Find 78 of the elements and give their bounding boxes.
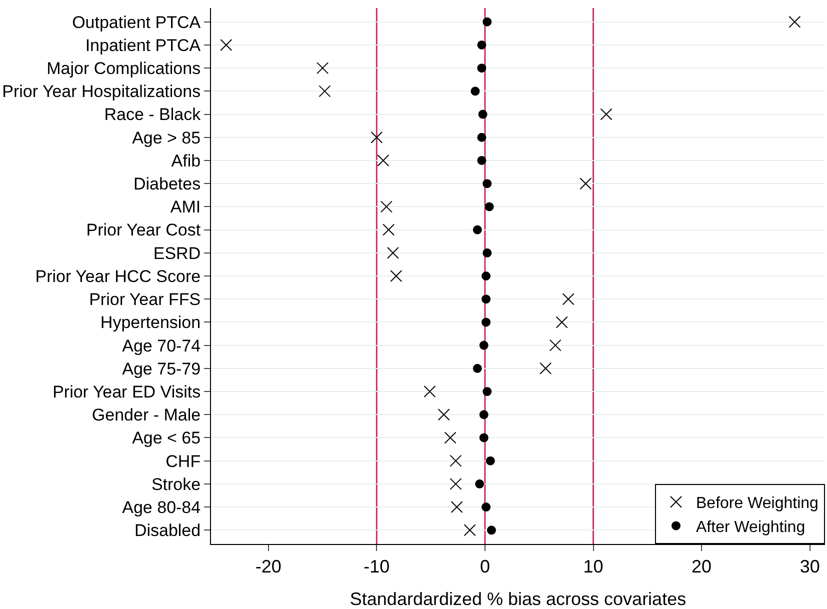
point: [482, 294, 491, 304]
point: [482, 387, 492, 396]
point: [482, 318, 491, 327]
point: [424, 386, 436, 398]
point: [444, 432, 456, 444]
y-tick-label: CHF: [166, 452, 201, 471]
y-tick-label: Major Complications: [46, 59, 201, 78]
x-axis-title: Standardardized % bias across covariates: [350, 589, 686, 609]
point: [482, 17, 492, 26]
legend-label: After Weighting: [696, 518, 806, 536]
y-tick-label: Age 80-84: [122, 498, 201, 517]
y-tick-label: Prior Year FFS: [89, 290, 201, 310]
y-tick-label: Age 70-74: [122, 336, 201, 356]
point: [438, 408, 450, 421]
x-tick-label: 30: [800, 556, 820, 577]
x-tick-label: 10: [583, 556, 604, 577]
y-tick-label: Stroke: [151, 474, 201, 494]
point: [540, 362, 552, 374]
point: [486, 456, 495, 466]
point: [788, 16, 801, 28]
y-tick-label: Age 75-79: [122, 359, 201, 378]
point: [482, 272, 491, 280]
point: [482, 502, 491, 512]
point: [549, 339, 562, 352]
point: [580, 178, 592, 190]
point: [477, 40, 486, 50]
point: [370, 131, 383, 144]
point: [382, 224, 395, 236]
y-tick-label: Age > 85: [132, 128, 201, 148]
point: [450, 478, 462, 490]
point: [472, 364, 482, 373]
point: [390, 270, 402, 282]
y-tick-label: Disabled: [134, 521, 201, 540]
y-tick-label: Diabetes: [133, 174, 201, 194]
y-tick-label: Prior Year Cost: [86, 220, 201, 240]
point: [318, 85, 331, 98]
y-tick-label: Afib: [171, 151, 201, 170]
point: [600, 108, 612, 120]
x-tick-label: -20: [255, 556, 282, 577]
point: [477, 64, 486, 73]
y-tick-label: ESRD: [153, 244, 201, 263]
y-tick-label: Prior Year Hospitalizations: [2, 82, 201, 102]
point: [477, 156, 486, 165]
y-tick-label: AMI: [170, 198, 201, 217]
point: [377, 154, 390, 166]
legend-label: Before Weighting: [696, 495, 818, 512]
y-tick-label: Race - Black: [104, 105, 202, 124]
y-tick-label: Inpatient PTCA: [85, 36, 202, 55]
y-tick-label: Prior Year HCC Score: [35, 266, 201, 286]
y-tick-label: Gender - Male: [92, 406, 201, 425]
point: [486, 526, 496, 535]
point: [316, 62, 329, 74]
point: [464, 524, 476, 536]
point: [482, 248, 492, 258]
point: [479, 433, 488, 442]
point: [479, 340, 488, 350]
y-tick-label: Hypertension: [100, 313, 201, 332]
point: [482, 179, 492, 188]
x-tick-label: 0: [480, 556, 490, 577]
y-tick-label: Outpatient PTCA: [72, 12, 202, 32]
x-tick-label: 20: [692, 556, 712, 577]
point: [475, 479, 484, 488]
point: [386, 246, 399, 259]
point: [220, 38, 232, 51]
point: [562, 293, 574, 306]
point: [479, 410, 488, 420]
point: [450, 454, 462, 467]
point: [472, 225, 482, 234]
point: [477, 132, 486, 142]
point: [380, 200, 392, 213]
point: [470, 86, 480, 96]
y-tick-label: Age < 65: [132, 428, 201, 448]
y-tick-label: Prior Year ED Visits: [52, 382, 201, 402]
point: [450, 501, 463, 514]
point: [556, 316, 568, 328]
point: [484, 202, 494, 212]
x-tick-label: -10: [364, 556, 390, 577]
point: [478, 110, 488, 119]
